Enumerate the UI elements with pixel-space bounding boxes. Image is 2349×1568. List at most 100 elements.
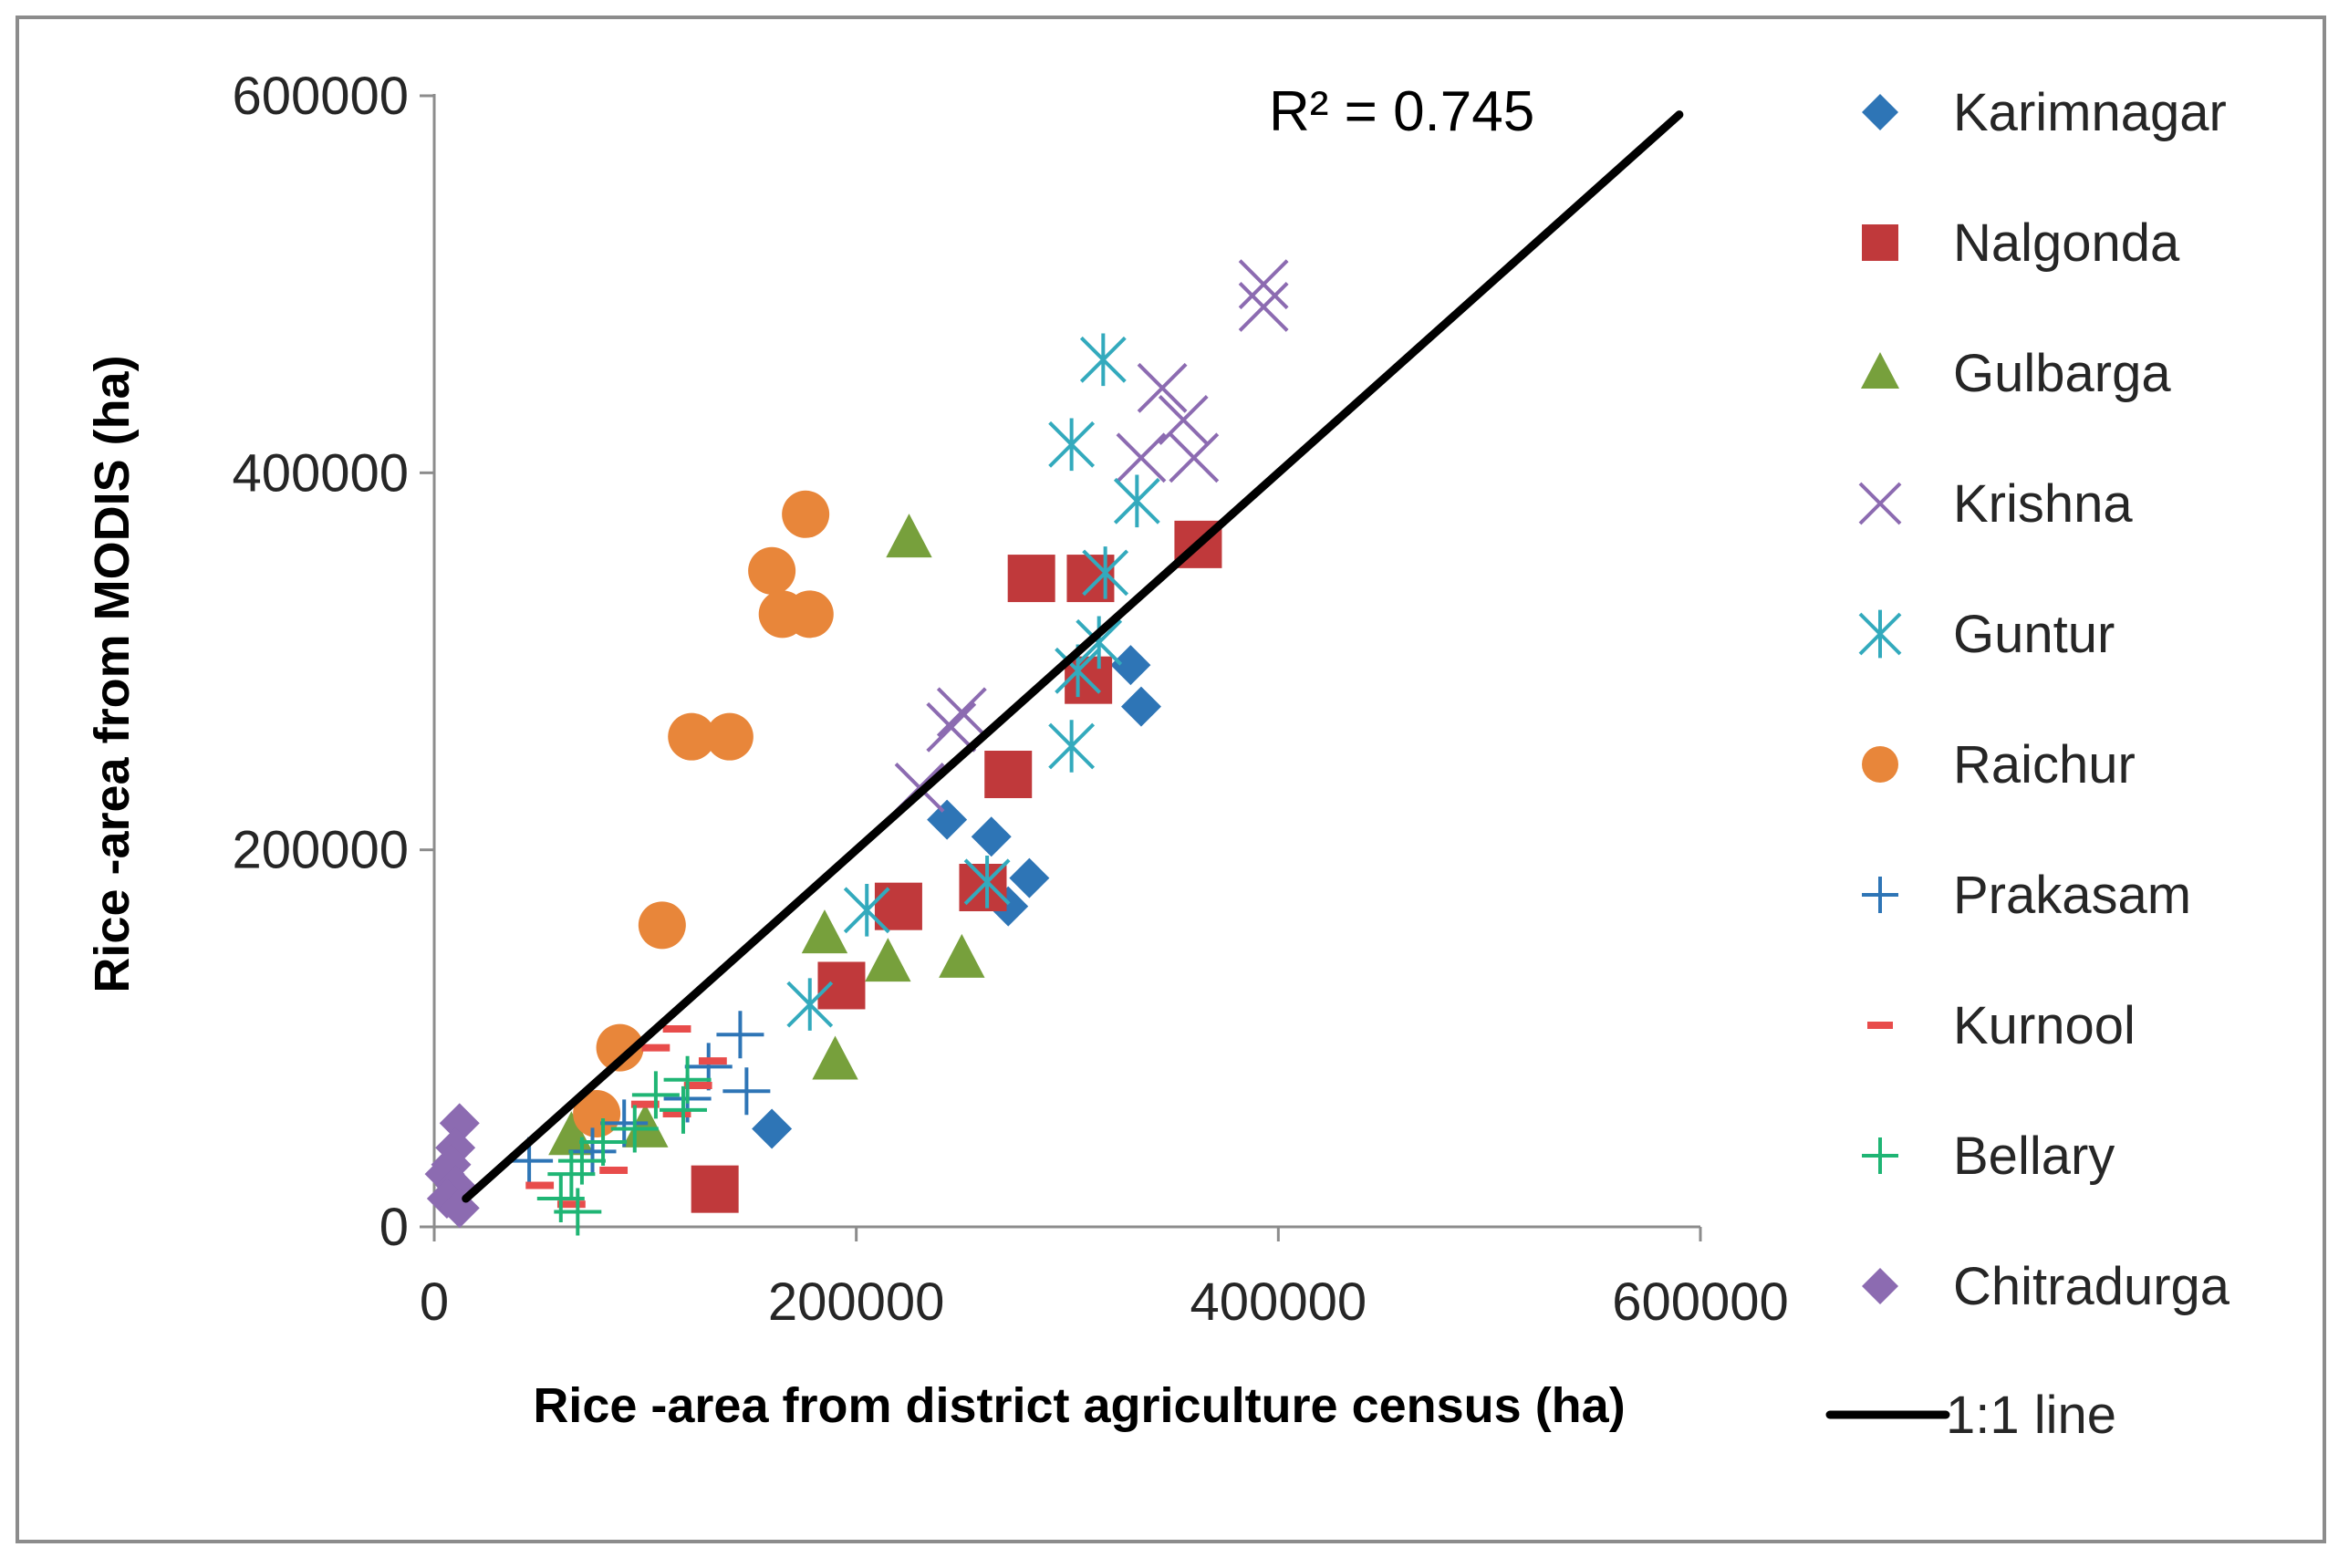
data-point — [865, 938, 911, 982]
data-point — [557, 1137, 606, 1185]
data-point — [1137, 362, 1188, 413]
x-axis-title: Rice -area from district agriculture cen… — [533, 1378, 1625, 1433]
data-points — [424, 259, 1289, 1236]
legend-marker — [1862, 1137, 1898, 1174]
data-point — [547, 1150, 596, 1199]
y-tick-label: 0 — [379, 1198, 409, 1257]
legend-label: Kurnool — [1953, 996, 2136, 1055]
y-tick-label: 200000 — [232, 821, 409, 880]
legend-label: Krishna — [1953, 474, 2133, 534]
data-point — [801, 909, 848, 954]
data-point — [939, 933, 985, 978]
data-point — [1113, 474, 1160, 528]
series-guntur — [786, 333, 1160, 1031]
data-point — [1238, 282, 1289, 332]
data-point — [1079, 333, 1127, 387]
data-point — [630, 1100, 660, 1108]
data-point — [1110, 645, 1151, 686]
data-point — [554, 1188, 602, 1236]
data-point — [926, 701, 977, 753]
legend-label: Chitradurga — [1953, 1257, 2230, 1316]
data-point — [984, 751, 1033, 798]
data-point — [716, 1011, 764, 1059]
data-point — [691, 1165, 739, 1213]
data-point — [659, 1085, 707, 1134]
data-point — [963, 856, 1011, 909]
legend-label: Nalgonda — [1953, 213, 2180, 273]
scatter-chart: 0 200000 400000 600000 0 200000 400000 600000 R… — [85, 67, 2230, 1445]
legend-marker — [1862, 224, 1898, 261]
data-point — [1082, 546, 1129, 599]
legend-marker — [1862, 746, 1898, 783]
data-point — [683, 1082, 712, 1089]
data-point — [927, 799, 968, 840]
data-point — [698, 1057, 727, 1065]
data-point — [812, 1035, 858, 1080]
r-squared-annotation: R² = 0.745 — [1269, 80, 1534, 143]
y-tick-label: 600000 — [232, 67, 409, 126]
legend-label: Raichur — [1953, 735, 2136, 794]
data-point — [641, 1044, 670, 1052]
data-point — [1007, 555, 1055, 603]
data-point — [1048, 720, 1096, 773]
legend-marker — [1861, 352, 1899, 389]
legend-marker — [1867, 1022, 1893, 1029]
chart-frame: 0 200000 400000 600000 0 200000 400000 600000 R… — [16, 16, 2326, 1543]
legend-marker — [1862, 877, 1898, 913]
data-point — [1048, 418, 1096, 472]
legend-marker — [1862, 94, 1898, 130]
data-point — [971, 816, 1012, 857]
data-point — [785, 590, 834, 639]
y-axis-title: Rice -area from MODIS (ha) — [85, 355, 140, 992]
data-point — [1116, 432, 1167, 483]
data-point — [600, 1099, 649, 1147]
data-point — [579, 1118, 628, 1166]
y-tick-label: 400000 — [232, 443, 409, 503]
data-point — [1009, 857, 1050, 898]
data-point — [1076, 616, 1123, 670]
x-tick-label: 200000 — [768, 1272, 945, 1332]
data-point — [568, 1127, 617, 1176]
data-point — [668, 712, 716, 761]
data-point — [573, 1090, 621, 1137]
series-karimnagar — [752, 645, 1161, 1149]
legend-marker — [1858, 482, 1902, 525]
series-nalgonda — [691, 520, 1222, 1213]
legend-marker — [1862, 1268, 1898, 1304]
data-point — [752, 1108, 793, 1149]
data-point — [1120, 686, 1161, 727]
axis-ticks: 0 200000 400000 600000 0 200000 400000 600000 — [232, 67, 1788, 1332]
axes — [432, 94, 1700, 1229]
legend-label: Guntur — [1953, 605, 2115, 664]
data-point — [596, 1023, 644, 1072]
legend: Karimnagar Nalgonda Gulbarga Krishna Guntur R… — [1825, 83, 2230, 1445]
data-point — [631, 1071, 680, 1119]
series-bellary — [536, 1055, 712, 1236]
data-point — [662, 1110, 691, 1117]
data-point — [599, 1167, 629, 1174]
data-point — [817, 961, 866, 1010]
data-point — [1158, 395, 1209, 445]
data-point — [843, 884, 890, 937]
data-point — [748, 546, 796, 595]
data-point — [874, 882, 922, 930]
data-point — [1066, 555, 1115, 603]
data-point — [782, 490, 830, 538]
data-point — [662, 1025, 691, 1033]
legend-label: Prakasam — [1953, 866, 2191, 925]
data-point — [525, 1181, 555, 1189]
reference-line-group — [462, 110, 1684, 1203]
data-point — [886, 514, 932, 558]
series-raichur — [573, 490, 834, 1137]
x-tick-label: 0 — [420, 1272, 449, 1332]
reference-line — [462, 110, 1684, 1203]
data-point — [556, 1200, 586, 1209]
data-point — [936, 687, 987, 738]
series-kurnool — [525, 1025, 727, 1209]
data-point — [610, 1105, 659, 1153]
x-tick-label: 600000 — [1612, 1272, 1789, 1332]
data-point — [705, 712, 754, 761]
data-point — [663, 1055, 712, 1104]
legend-marker — [1858, 609, 1902, 659]
series-krishna — [894, 259, 1289, 813]
